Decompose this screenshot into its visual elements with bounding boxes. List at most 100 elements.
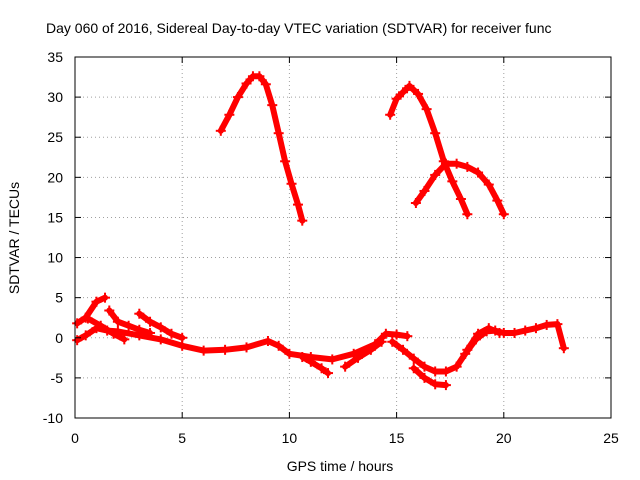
- data-point: [494, 327, 505, 338]
- data-point: [419, 185, 430, 196]
- data-point: [267, 100, 278, 111]
- data-point: [145, 327, 156, 338]
- data-point: [391, 329, 402, 340]
- data-point: [413, 88, 424, 99]
- x-tick-label: 20: [496, 430, 512, 446]
- data-point: [440, 380, 451, 391]
- data-point: [455, 193, 466, 204]
- data-point: [286, 178, 297, 189]
- data-point: [430, 379, 441, 390]
- data-point: [385, 109, 396, 120]
- data-point: [462, 209, 473, 220]
- data-point: [473, 167, 484, 178]
- data-point: [284, 348, 295, 359]
- data-point: [305, 356, 316, 367]
- x-tick-label: 15: [389, 430, 405, 446]
- series-arc-2: [387, 82, 471, 218]
- data-point: [119, 334, 130, 345]
- data-point: [473, 328, 484, 339]
- grid: [75, 57, 611, 418]
- data-point: [224, 109, 235, 120]
- series-low-6: [299, 354, 331, 377]
- y-tick-label: 10: [47, 250, 63, 266]
- y-tick-label: 20: [47, 169, 63, 185]
- data-point: [404, 80, 415, 91]
- data-point: [558, 343, 569, 354]
- series-low-9: [410, 365, 449, 389]
- data-point: [419, 372, 430, 383]
- y-tick-label: -10: [43, 410, 63, 426]
- data-point: [316, 363, 327, 374]
- data-point: [419, 361, 430, 372]
- data-point: [340, 361, 351, 372]
- data-point: [462, 344, 473, 355]
- data-point: [410, 198, 421, 209]
- y-tick-label: 35: [47, 49, 63, 65]
- data-point: [440, 158, 451, 169]
- data-point: [254, 71, 265, 82]
- data-point: [260, 79, 271, 90]
- data-point: [391, 93, 402, 104]
- data-point: [483, 179, 494, 190]
- data-point: [145, 316, 156, 327]
- data-point: [82, 313, 93, 324]
- x-tick-label: 0: [71, 430, 79, 446]
- data-point: [215, 125, 226, 136]
- data-point: [72, 318, 83, 329]
- data-point: [327, 354, 338, 365]
- data-point: [112, 316, 123, 327]
- data-point: [280, 156, 291, 167]
- data-point: [552, 319, 563, 330]
- series-low-3: [84, 315, 128, 343]
- data-point: [398, 344, 409, 355]
- data-point: [155, 322, 166, 333]
- y-axis-label: SDTVAR / TECUs: [6, 182, 22, 294]
- data-point: [408, 353, 419, 364]
- data-point: [387, 336, 398, 347]
- plot-frame: [74, 56, 612, 419]
- y-tick-label: 0: [55, 330, 63, 346]
- series-arc-3: [412, 160, 507, 218]
- data-point: [451, 158, 462, 169]
- data-point: [322, 368, 333, 379]
- data-point: [451, 361, 462, 372]
- data-point: [376, 336, 387, 347]
- data-point: [166, 328, 177, 339]
- data-point: [232, 92, 243, 103]
- data-point: [402, 331, 413, 342]
- data-point: [430, 128, 441, 139]
- data-point: [108, 328, 119, 339]
- data-point: [177, 332, 188, 343]
- data-point: [492, 195, 503, 206]
- data-point: [134, 324, 145, 335]
- data-point: [520, 325, 531, 336]
- data-point: [292, 199, 303, 210]
- data-point: [72, 335, 83, 346]
- y-tick-label: 30: [47, 89, 63, 105]
- data-point: [297, 352, 308, 363]
- data-point: [398, 87, 409, 98]
- data-point: [220, 344, 231, 355]
- data-point: [198, 345, 209, 356]
- data-point: [440, 366, 451, 377]
- data-point: [365, 344, 376, 355]
- data-point: [241, 342, 252, 353]
- data-point: [447, 176, 458, 187]
- chart-title: Day 060 of 2016, Sidereal Day-to-day VTE…: [46, 20, 552, 36]
- y-tick-label: 25: [47, 129, 63, 145]
- data-point: [91, 296, 102, 307]
- data-point: [297, 215, 308, 226]
- y-tick-label: 15: [47, 209, 63, 225]
- data-point: [530, 323, 541, 334]
- plot-area: [72, 71, 569, 391]
- x-tick-label: 10: [282, 430, 298, 446]
- data-point: [155, 334, 166, 345]
- data-point: [262, 335, 273, 346]
- data-point: [462, 161, 473, 172]
- x-axis-label: GPS time / hours: [287, 458, 394, 474]
- data-point: [273, 340, 284, 351]
- data-point: [380, 328, 391, 339]
- data-point: [483, 323, 494, 334]
- data-point: [104, 305, 115, 316]
